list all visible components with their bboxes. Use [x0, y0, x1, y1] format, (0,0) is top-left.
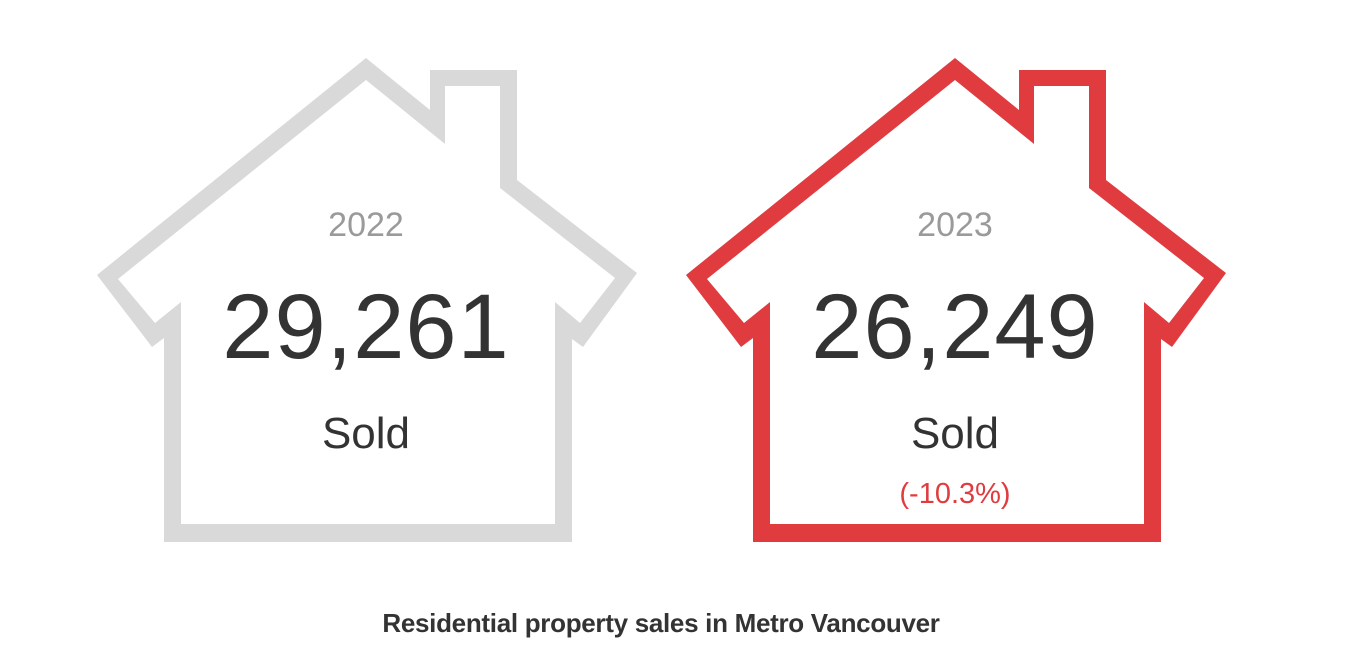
percent-change: (-10.3%)	[899, 478, 1011, 510]
sold-label: Sold	[321, 409, 411, 458]
chart-caption: Residential property sales in Metro Vanc…	[382, 608, 940, 638]
year-label: 2023	[917, 206, 993, 244]
sold-label: Sold	[910, 409, 1000, 458]
stat-card-2022: 2022 29,261 Sold	[166, 0, 566, 560]
stat-card-2023: 2023 26,249 Sold (-10.3%)	[755, 0, 1155, 560]
year-label: 2022	[328, 206, 404, 244]
sales-count: 26,249	[811, 276, 1099, 378]
sales-count: 29,261	[222, 276, 510, 378]
